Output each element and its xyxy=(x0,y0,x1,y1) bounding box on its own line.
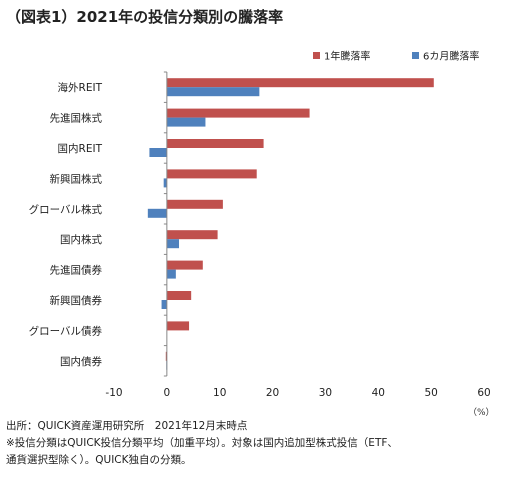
bar-6m-7 xyxy=(161,300,167,309)
bar-1y-6 xyxy=(166,260,203,270)
tick-labels: -10 0 10 20 30 40 50 60 xyxy=(105,387,490,399)
bar-6m-2 xyxy=(149,148,167,157)
category-label-7: 新興国債券 xyxy=(50,294,103,307)
legend: 1年騰落率 6カ月騰落率 xyxy=(313,50,479,63)
category-label-6: 先進国債券 xyxy=(50,264,103,277)
category-label-3: 新興国株式 xyxy=(50,172,103,185)
category-label-1: 先進国株式 xyxy=(50,112,103,125)
bar-1y-1 xyxy=(166,108,310,118)
bar-6m-3 xyxy=(163,178,167,188)
x-tick-label-7: 60 xyxy=(477,387,490,399)
bar-1y-0 xyxy=(166,78,434,88)
axes xyxy=(163,71,168,377)
x-tick-label-2: 10 xyxy=(213,387,226,399)
legend-swatch-6m xyxy=(412,52,419,59)
bar-1y-8 xyxy=(166,321,190,331)
category-label-9: 国内債券 xyxy=(60,355,102,368)
bar-1y-7 xyxy=(166,291,192,300)
bar-6m-6 xyxy=(166,269,176,279)
bar-6m-1 xyxy=(166,117,206,127)
bar-6m-0 xyxy=(166,87,260,97)
footnote-note-2: 通貨選択型除く）。QUICK独自の分類。 xyxy=(6,454,192,466)
x-tick-label-1: 0 xyxy=(164,387,171,399)
bar-1y-5 xyxy=(166,230,218,240)
category-label-0: 海外REIT xyxy=(58,81,103,94)
category-label-4: グローバル株式 xyxy=(29,203,103,216)
bar-6m-5 xyxy=(166,239,180,249)
bar-1y-9 xyxy=(165,351,167,361)
footnote-note-1: ※投信分類はQUICK投信分類平均（加重平均）。対象は国内追加型株式投信（ETF… xyxy=(6,437,398,449)
footnote-source: 出所：QUICK資産運用研究所 2021年12月末時点 xyxy=(6,420,248,432)
category-label-8: グローバル債券 xyxy=(29,324,103,337)
x-tick-label-0: -10 xyxy=(105,387,122,399)
legend-swatch-1y xyxy=(313,52,320,59)
chart-title: （図表1）2021年の投信分類別の騰落率 xyxy=(6,8,284,26)
category-label-5: 国内株式 xyxy=(60,233,102,246)
bar-6m-4 xyxy=(147,208,167,218)
footnotes: 出所：QUICK資産運用研究所 2021年12月末時点 ※投信分類はQUICK投… xyxy=(6,418,398,469)
category-label-2: 国内REIT xyxy=(58,142,103,155)
x-tick-label-5: 40 xyxy=(372,387,385,399)
chart: 1年騰落率 6カ月騰落率 海外REIT 先進国株式国内REIT 新興国株式グローバル株… xyxy=(29,50,495,419)
legend-label-6m: 6カ月騰落率 xyxy=(423,50,479,63)
bar-1y-4 xyxy=(166,199,223,209)
bar-1y-3 xyxy=(166,169,257,179)
legend-label-1y: 1年騰落率 xyxy=(324,50,370,63)
x-tick-label-6: 50 xyxy=(424,387,437,399)
x-tick-label-3: 20 xyxy=(266,387,279,399)
bars xyxy=(147,78,434,370)
bar-1y-2 xyxy=(166,139,264,148)
unit-label: （%） xyxy=(468,407,495,418)
x-tick-label-4: 30 xyxy=(319,387,332,399)
